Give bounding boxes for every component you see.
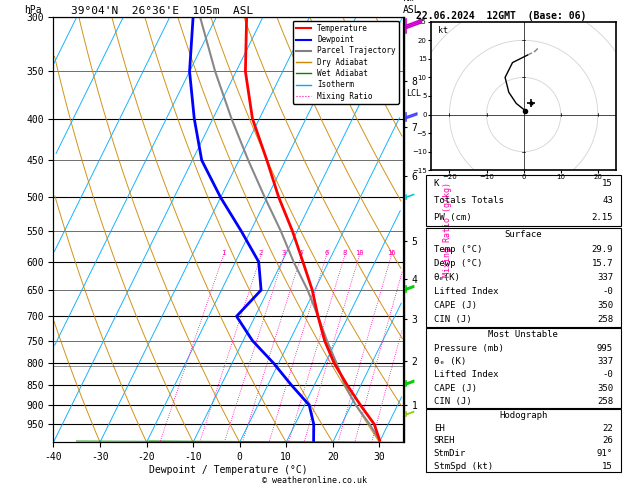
Text: K: K: [433, 179, 439, 188]
Text: Most Unstable: Most Unstable: [488, 330, 559, 339]
Text: 258: 258: [597, 397, 613, 406]
Text: LCL: LCL: [406, 89, 421, 98]
Text: Pressure (mb): Pressure (mb): [433, 344, 503, 353]
Text: 39°04'N  26°36'E  105m  ASL: 39°04'N 26°36'E 105m ASL: [71, 6, 253, 16]
Text: 350: 350: [597, 301, 613, 310]
Text: 2.15: 2.15: [591, 213, 613, 222]
Text: Lifted Index: Lifted Index: [433, 287, 498, 296]
Text: PW (cm): PW (cm): [433, 213, 471, 222]
Text: 29.9: 29.9: [591, 244, 613, 254]
Text: hPa: hPa: [24, 5, 42, 15]
Text: Totals Totals: Totals Totals: [433, 196, 503, 205]
Text: 22.06.2024  12GMT  (Base: 06): 22.06.2024 12GMT (Base: 06): [416, 11, 587, 21]
Text: 6: 6: [324, 250, 328, 256]
Text: -0: -0: [603, 287, 613, 296]
X-axis label: Dewpoint / Temperature (°C): Dewpoint / Temperature (°C): [148, 465, 308, 475]
Text: 995: 995: [597, 344, 613, 353]
Text: Surface: Surface: [504, 230, 542, 240]
Text: km
ASL: km ASL: [403, 0, 420, 15]
Text: -0: -0: [603, 370, 613, 380]
Text: 43: 43: [603, 196, 613, 205]
Text: 15: 15: [603, 179, 613, 188]
Legend: Temperature, Dewpoint, Parcel Trajectory, Dry Adiabat, Wet Adiabat, Isotherm, Mi: Temperature, Dewpoint, Parcel Trajectory…: [292, 21, 399, 104]
Text: 26: 26: [603, 436, 613, 445]
Text: 91°: 91°: [597, 449, 613, 458]
Text: kt: kt: [438, 26, 448, 35]
Text: 4: 4: [299, 250, 303, 256]
Text: 10: 10: [355, 250, 364, 256]
Text: θₑ (K): θₑ (K): [433, 357, 466, 366]
Text: 15.7: 15.7: [591, 259, 613, 268]
Text: StmSpd (kt): StmSpd (kt): [433, 462, 493, 470]
Text: Temp (°C): Temp (°C): [433, 244, 482, 254]
Text: Hodograph: Hodograph: [499, 411, 547, 420]
Text: 3: 3: [282, 250, 286, 256]
Text: CIN (J): CIN (J): [433, 315, 471, 324]
Text: 22: 22: [603, 424, 613, 433]
Text: © weatheronline.co.uk: © weatheronline.co.uk: [262, 476, 367, 485]
Text: 8: 8: [343, 250, 347, 256]
Text: 16: 16: [387, 250, 396, 256]
Text: Mixing Ratio (g/kg): Mixing Ratio (g/kg): [443, 182, 452, 277]
Text: Lifted Index: Lifted Index: [433, 370, 498, 380]
Text: 350: 350: [597, 383, 613, 393]
Text: 2: 2: [259, 250, 263, 256]
Text: 337: 337: [597, 357, 613, 366]
Text: CIN (J): CIN (J): [433, 397, 471, 406]
Text: 1: 1: [221, 250, 225, 256]
Text: 337: 337: [597, 273, 613, 282]
Text: StmDir: StmDir: [433, 449, 466, 458]
Text: Dewp (°C): Dewp (°C): [433, 259, 482, 268]
Text: θₑ(K): θₑ(K): [433, 273, 460, 282]
Text: CAPE (J): CAPE (J): [433, 301, 477, 310]
Text: SREH: SREH: [433, 436, 455, 445]
Text: 258: 258: [597, 315, 613, 324]
Text: EH: EH: [433, 424, 444, 433]
Text: CAPE (J): CAPE (J): [433, 383, 477, 393]
Text: 15: 15: [603, 462, 613, 470]
